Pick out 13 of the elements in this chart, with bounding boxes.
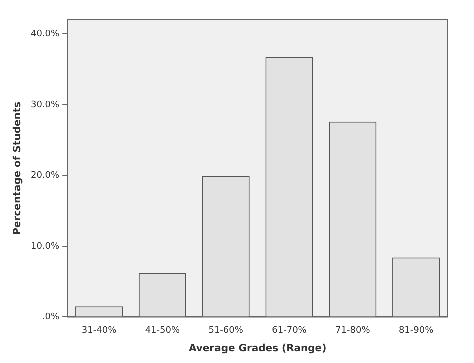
y-axis-title: Percentage of Students <box>12 102 24 236</box>
x-tick-label: 81-90% <box>398 326 434 336</box>
y-tick-label: 10.0% <box>30 242 60 252</box>
y-tick-label: 20.0% <box>30 171 60 182</box>
x-tick-label: 61-70% <box>272 326 308 336</box>
y-tick-label: 40.0% <box>30 29 60 40</box>
y-tick-label: .0% <box>42 312 60 323</box>
y-tick-label: 30.0% <box>30 100 60 110</box>
x-tick-label: 71-80% <box>336 326 371 336</box>
x-tick-label: 31-40% <box>82 326 118 336</box>
x-tick-label: 41-50% <box>145 326 180 336</box>
x-axis-title: Average Grades (Range) <box>188 344 327 355</box>
x-tick-label: 51-60% <box>208 326 244 336</box>
